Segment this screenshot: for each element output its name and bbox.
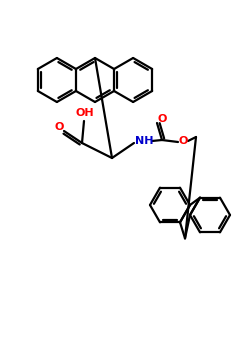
- Text: O: O: [54, 122, 64, 132]
- Text: NH: NH: [135, 136, 153, 146]
- Text: O: O: [178, 136, 188, 146]
- Text: OH: OH: [76, 108, 94, 118]
- Text: O: O: [157, 114, 167, 124]
